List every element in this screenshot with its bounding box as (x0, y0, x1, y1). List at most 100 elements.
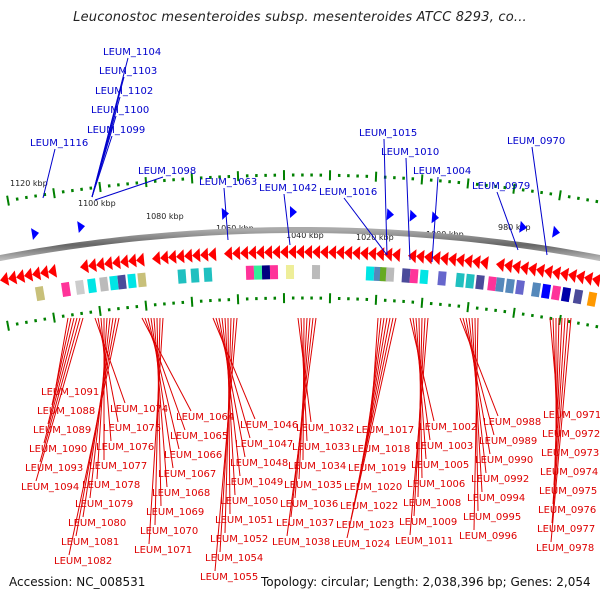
reverse-gene-arrow (128, 253, 137, 268)
leader-line (290, 317, 314, 518)
leader-line (224, 317, 236, 496)
reverse-gene-arrow (520, 261, 529, 276)
reverse-gene-arrow (288, 245, 297, 260)
reverse-gene-arrow (32, 266, 42, 281)
reverse-gene-arrow (448, 252, 457, 267)
reverse-gene-arrow (24, 267, 34, 282)
kbp-label: 1100 kbp (78, 199, 116, 208)
reverse-gene-labels: LEUM_1091LEUM_1088LEUM_1089LEUM_1090LEUM… (21, 317, 600, 583)
reverse-gene-arrow (376, 247, 385, 262)
reverse-gene-label: LEUM_0976 (538, 505, 596, 516)
leader-line (68, 317, 120, 556)
reverse-gene-arrow (112, 255, 121, 270)
forward-gene-label: LEUM_1116 (30, 138, 88, 149)
cog-box (385, 267, 395, 282)
reverse-gene-label: LEUM_1037 (276, 518, 334, 529)
reverse-gene-arrow (0, 272, 10, 286)
leader-line (552, 317, 566, 505)
minor-tick (15, 322, 19, 326)
reverse-gene-label: LEUM_1011 (395, 536, 453, 547)
forward-gene-arrow (289, 206, 297, 219)
major-tick (144, 177, 148, 188)
forward-genes (31, 206, 560, 240)
reverse-gene-label: LEUM_1066 (164, 450, 222, 461)
leader-line (409, 317, 429, 536)
leader-line (462, 317, 495, 436)
reverse-gene-arrow (544, 265, 554, 279)
leader-line (496, 191, 519, 251)
reverse-gene-label: LEUM_0992 (471, 474, 529, 485)
major-tick (52, 188, 56, 199)
cog-box (109, 275, 119, 291)
reverse-gene-arrow (224, 246, 233, 261)
leader-line (144, 317, 186, 431)
major-tick (512, 307, 516, 318)
reverse-gene-label: LEUM_0989 (479, 436, 537, 447)
leader-line (223, 187, 229, 241)
leader-line (55, 317, 69, 387)
reverse-gene-arrow (480, 256, 489, 271)
leader-line (156, 317, 162, 507)
major-tick (420, 297, 424, 308)
reverse-gene-label: LEUM_0988 (483, 417, 541, 428)
reverse-gene-label: LEUM_1079 (75, 499, 133, 510)
kbp-label: 1120 kbp (10, 179, 48, 188)
reverse-gene-label: LEUM_1054 (205, 553, 263, 564)
reverse-gene-label: LEUM_1049 (225, 477, 283, 488)
kbp-label: 1040 kbp (286, 231, 324, 240)
reverse-gene-arrow (120, 254, 129, 269)
reverse-gene-label: LEUM_0995 (463, 512, 521, 523)
leader-line (94, 176, 164, 201)
cog-box (505, 278, 515, 294)
reverse-gene-label: LEUM_1051 (215, 515, 273, 526)
major-tick (558, 314, 562, 326)
leader-line (154, 317, 161, 526)
reverse-gene-arrow (584, 272, 594, 286)
reverse-gene-arrow (368, 246, 377, 261)
cog-box (401, 268, 411, 283)
leader-line (553, 317, 563, 486)
reverse-gene-arrow (136, 252, 145, 267)
cog-box (253, 265, 263, 280)
reverse-gene-label: LEUM_1082 (54, 556, 112, 567)
forward-gene-arrow (386, 208, 394, 221)
reverse-gene-label: LEUM_1033 (292, 442, 350, 453)
reverse-gene-arrow (552, 266, 562, 281)
leader-line (147, 317, 180, 450)
major-tick (466, 178, 470, 189)
minor-tick (586, 198, 590, 202)
reverse-gene-arrow (256, 245, 265, 260)
cog-box (99, 276, 109, 292)
reverse-gene-arrow (232, 246, 241, 261)
reverse-gene-arrow (472, 255, 481, 270)
cog-boxes (34, 265, 598, 307)
reverse-genes (0, 245, 600, 288)
reverse-gene-label: LEUM_1035 (284, 480, 342, 491)
reverse-gene-label: LEUM_1046 (240, 420, 298, 431)
reverse-gene-label: LEUM_1070 (140, 526, 198, 537)
reverse-gene-label: LEUM_1023 (336, 520, 394, 531)
cog-box (560, 287, 572, 303)
leader-line (218, 317, 246, 458)
reverse-gene-arrow (240, 245, 249, 260)
reverse-gene-label: LEUM_1065 (170, 431, 228, 442)
reverse-gene-arrow (104, 256, 113, 271)
cog-box (409, 268, 419, 284)
reverse-gene-label: LEUM_1068 (152, 488, 210, 499)
reverse-gene-label: LEUM_1081 (61, 537, 119, 548)
major-tick (52, 312, 56, 323)
cog-box (203, 267, 213, 282)
cog-box (437, 271, 447, 286)
reverse-gene-label: LEUM_0990 (475, 455, 533, 466)
reverse-gene-arrow (152, 251, 161, 266)
forward-gene-label: LEUM_1015 (359, 128, 417, 139)
cog-box (475, 274, 485, 290)
cog-box (495, 277, 505, 293)
reverse-gene-label: LEUM_0973 (541, 448, 599, 459)
reverse-gene-arrow (440, 251, 449, 266)
minor-tick (586, 323, 590, 327)
reverse-gene-arrow (168, 249, 177, 264)
forward-gene-arrow (519, 220, 527, 233)
reverse-gene-label: LEUM_1032 (296, 423, 354, 434)
